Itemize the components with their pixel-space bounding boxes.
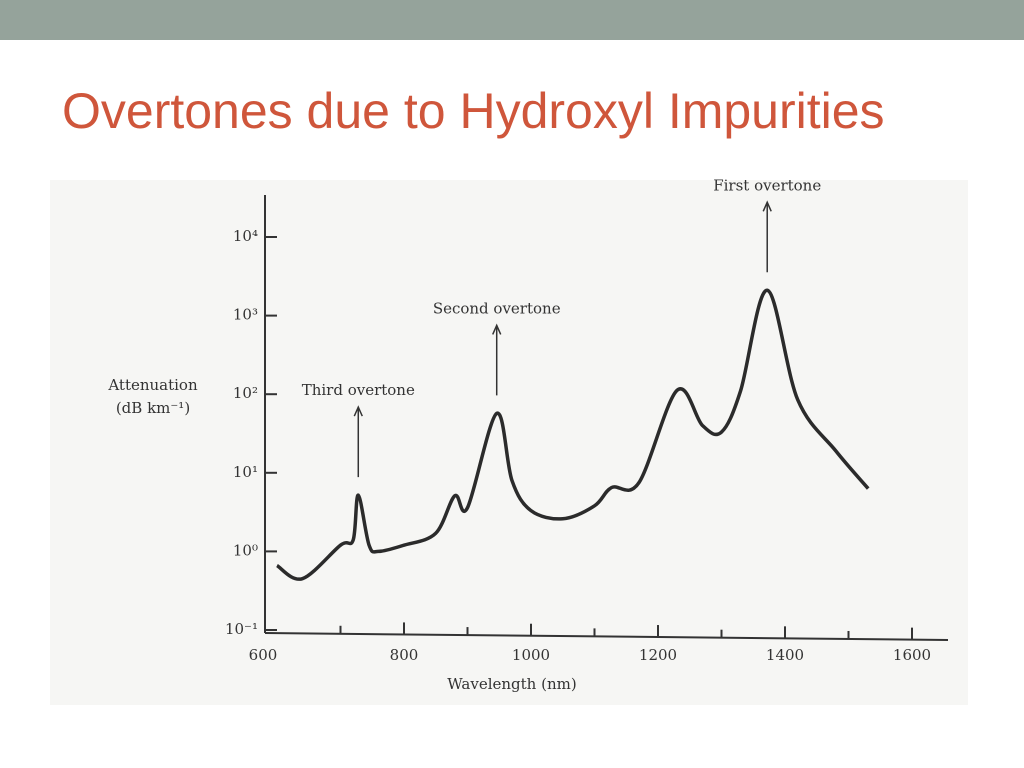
- x-tick-label: 1400: [766, 646, 804, 664]
- x-tick-label: 1600: [893, 646, 931, 664]
- y-tick-label: 10⁰: [233, 541, 258, 559]
- x-tick-label: 1000: [512, 646, 550, 664]
- y-axis-label: Attenuation: [107, 376, 198, 394]
- x-axis: [264, 632, 949, 641]
- y-tick-label: 10³: [233, 306, 258, 324]
- x-tick-label: 600: [249, 646, 278, 664]
- arrow-head: [762, 200, 772, 212]
- x-axis-label: Wavelength (nm): [447, 675, 576, 693]
- annotation-label: Second overtone: [433, 299, 561, 317]
- y-tick-label: 10⁴: [233, 227, 258, 245]
- annotation-label: Third overtone: [302, 381, 415, 399]
- attenuation-curve: [275, 288, 870, 581]
- slide-title: Overtones due to Hydroxyl Impurities: [62, 83, 885, 139]
- annotation-label: First overtone: [713, 176, 821, 194]
- y-tick-label: 10⁻¹: [225, 620, 258, 638]
- arrow-head: [492, 323, 502, 335]
- top-bar: [0, 0, 1024, 40]
- x-tick-label: 1200: [639, 646, 677, 664]
- arrow-head: [353, 405, 363, 417]
- y-axis-label: (dB km⁻¹): [116, 399, 190, 417]
- y-tick-label: 10²: [233, 384, 258, 402]
- chart-background: [50, 180, 968, 705]
- y-tick-label: 10¹: [233, 463, 258, 481]
- x-tick-label: 800: [390, 646, 419, 664]
